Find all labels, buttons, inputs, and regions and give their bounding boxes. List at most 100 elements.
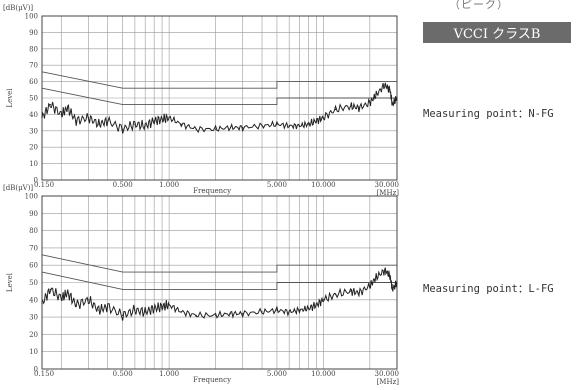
chart1-ytick-label: 50 <box>29 95 38 103</box>
chart2-data-point <box>229 313 232 315</box>
chart2-data-point <box>358 292 360 294</box>
chart2-data-point <box>276 309 278 311</box>
chart2-xtick-label: 0.500 <box>113 370 133 378</box>
chart1-data-point <box>41 117 43 119</box>
chart1-xtick-label: 10.000 <box>311 181 336 189</box>
chart1-data-point <box>153 120 155 122</box>
chart1-data-point <box>122 128 124 130</box>
chart2-xtick-label: 0.150 <box>34 370 54 378</box>
chart2-ytick-label: 80 <box>29 227 38 235</box>
chart2: 0 10 20 30 40 50 60 70 80 90 100 0.150 0.500 1.000 5.0… <box>3 184 399 386</box>
chart1-data-point <box>98 123 100 125</box>
chart1-data-point <box>242 126 244 129</box>
chart1-data-point <box>229 126 232 129</box>
chart1-data-point <box>288 125 290 127</box>
chart2-ytick-label: 20 <box>29 331 38 339</box>
chart1-data-point <box>49 104 52 106</box>
measuring-point-lfg-label: Measuring point：L-FG <box>423 283 554 295</box>
chart2-data-point <box>389 275 391 277</box>
chart1-xlabel: Frequency <box>193 187 231 195</box>
chart2-data-point <box>87 299 89 301</box>
chart1-ytick-label: 90 <box>29 29 38 37</box>
peak-label: （ピーク） <box>449 0 509 11</box>
chart2-data-point <box>195 314 197 316</box>
measuring-point-nfg-label: Measuring point：N-FG <box>423 108 554 120</box>
chart2-unit-label: [dB(μV)] <box>3 184 33 192</box>
chart2-data-point <box>67 292 69 294</box>
chart2-data-point <box>107 306 109 308</box>
chart2-trace-line <box>41 267 398 321</box>
chart1-data-point <box>215 128 217 130</box>
chart2-data-point <box>384 269 386 271</box>
chart1-data-point <box>389 89 391 91</box>
chart2-data-point <box>98 309 100 311</box>
chart2-ytick-label: 60 <box>29 262 38 270</box>
chart1-data-point <box>369 102 371 104</box>
chart1-ytick-label: 40 <box>29 111 38 119</box>
chart2-data-point <box>215 314 217 316</box>
chart1-data-point <box>195 128 197 130</box>
chart2-data-point <box>350 290 352 292</box>
chart1-data-point <box>350 105 352 107</box>
chart2-data-point <box>307 307 309 309</box>
chart2-xtick-label: 30.000 <box>375 370 400 378</box>
chart2-limit-line-2 <box>41 271 397 290</box>
chart2-ytick-label: 10 <box>29 348 38 356</box>
chart1-data-point <box>322 117 324 119</box>
chart2-data-point <box>134 309 136 311</box>
chart1-ytick-label: 60 <box>29 78 38 86</box>
chart2-data-point <box>298 309 301 311</box>
chart1-xtick-label: 30.000 <box>375 181 400 189</box>
chart1-ytick-label: 20 <box>29 144 38 152</box>
chart2-xunit-label: [MHz] <box>377 378 400 386</box>
chart1-data-point <box>107 120 109 122</box>
chart2-data-point <box>369 285 371 287</box>
chart1-data-point <box>60 113 62 115</box>
chart2-data-point <box>153 307 155 309</box>
chart2-data-point <box>161 306 163 308</box>
chart1-data-point <box>276 123 278 125</box>
chart1-ytick-label: 80 <box>29 45 38 53</box>
chart2-limit-line-1 <box>41 254 397 273</box>
chart1-data-point <box>180 123 182 125</box>
chart1-data-point <box>384 84 386 86</box>
chart1-unit-label: [dB(μV)] <box>3 4 33 12</box>
chart1-data-point <box>335 108 337 111</box>
chart1-data-point <box>67 107 69 109</box>
chart2-ytick-label: 50 <box>29 279 38 287</box>
chart1-data-point <box>75 120 77 122</box>
chart1-xtick-label: 5.000 <box>267 181 287 189</box>
chart1-data-point <box>161 118 163 120</box>
chart2-data-point <box>261 311 263 313</box>
chart1-data-point <box>375 94 377 96</box>
chart2-data-point <box>396 281 398 284</box>
chart1-xtick-label: 0.150 <box>34 181 54 189</box>
chart2-data-point <box>391 288 393 290</box>
chart1-data-point <box>144 125 146 127</box>
chart1-data-point <box>261 125 263 127</box>
chart2-data-point <box>60 297 62 299</box>
chart1-data-point <box>391 104 393 106</box>
chart2-ytick-label: 90 <box>29 210 38 218</box>
chart2-data-point <box>335 294 337 296</box>
chart2-data-point <box>41 302 43 304</box>
vcci-class-badge: VCCI クラスB <box>423 22 571 43</box>
chart2-data-point <box>322 299 324 301</box>
chart1-trace-line <box>41 82 398 134</box>
chart1-data-point <box>315 120 317 122</box>
chart1: 0 10 20 30 40 50 60 70 80 90 100 0.150 0.500 1.000 5.0… <box>3 4 399 197</box>
chart2-ytick-label: 100 <box>25 193 38 201</box>
chart1-xunit-label: [MHz] <box>377 189 400 197</box>
chart1-data-point <box>134 123 136 125</box>
chart1-limit-line-2 <box>41 87 397 106</box>
chart2-data-point <box>49 288 52 290</box>
chart1-xtick-label: 1.000 <box>159 181 179 189</box>
chart1-data-point <box>307 123 309 125</box>
chart2-ytick-label: 30 <box>29 314 38 322</box>
chart2-xtick-label: 10.000 <box>311 370 336 378</box>
chart1-ytick-label: 100 <box>25 13 38 21</box>
chart2-data-point <box>122 314 124 316</box>
chart2-xtick-label: 5.000 <box>267 370 287 378</box>
chart1-ytick-label: 70 <box>29 62 38 70</box>
chart2-data-point <box>75 304 77 306</box>
